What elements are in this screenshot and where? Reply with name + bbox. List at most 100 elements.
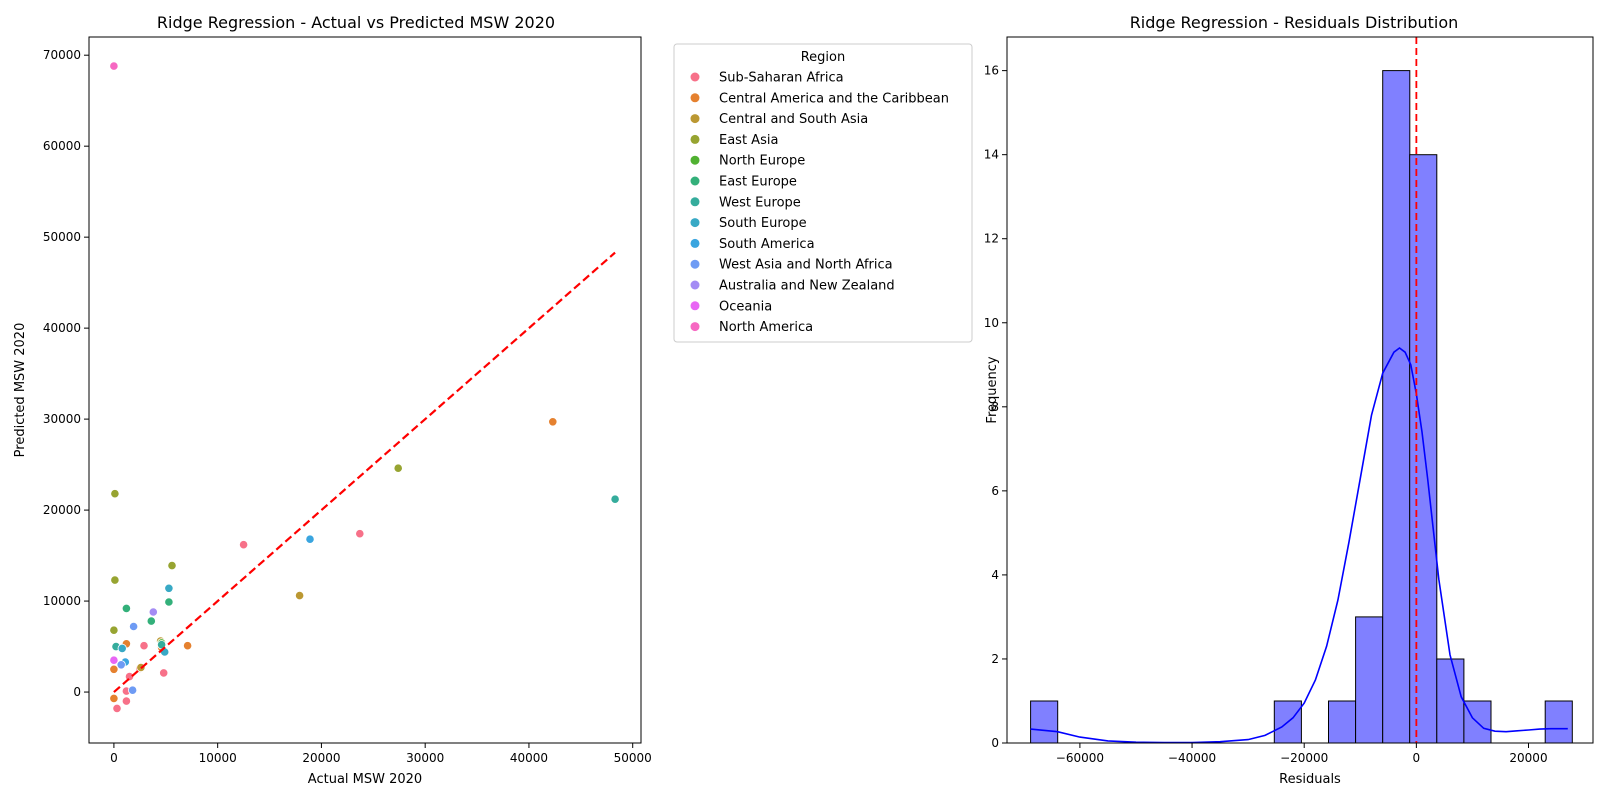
legend-label: South Europe [719, 216, 807, 231]
scatter-y-tick-label: 0 [73, 685, 81, 699]
scatter-x-axis-label: Actual MSW 2020 [308, 772, 422, 787]
scatter-plot-area [109, 61, 620, 714]
histogram-x-ticks: −60000 −40000 −20000 0 20000 [1056, 743, 1548, 765]
legend-item: North America [690, 320, 813, 335]
scatter-point [139, 641, 149, 651]
histogram-bar [1544, 700, 1573, 744]
legend-item: West Asia and North Africa [690, 258, 893, 273]
legend-marker [690, 114, 700, 124]
legend-marker [690, 93, 700, 103]
histogram-y-tick-label: 8 [991, 400, 999, 414]
legend-item: Sub-Saharan Africa [690, 71, 844, 86]
legend-items: Sub-Saharan Africa Central America and th… [690, 71, 949, 335]
legend-marker [690, 301, 700, 311]
legend-label: Central America and the Caribbean [719, 91, 949, 106]
scatter-x-ticks: 0 10000 20000 30000 40000 50000 [110, 743, 652, 765]
scatter-point [110, 489, 120, 499]
histogram-panel: Ridge Regression - Residuals Distributio… [984, 13, 1594, 787]
histogram-y-tick-label: 0 [991, 736, 999, 750]
legend-item: Oceania [690, 299, 772, 314]
scatter-point [129, 621, 139, 632]
scatter-point [112, 703, 122, 714]
scatter-point [121, 603, 132, 614]
legend-marker [690, 72, 700, 82]
histogram-bar [1030, 700, 1059, 744]
legend-frame [673, 43, 973, 343]
legend-item: West Europe [690, 195, 801, 210]
legend-label: Australia and New Zealand [719, 279, 895, 294]
scatter-x-tick-label: 0 [110, 751, 118, 765]
legend-item: Australia and New Zealand [690, 279, 895, 294]
legend-label: West Europe [719, 195, 801, 210]
scatter-y-axis-label: Predicted MSW 2020 [13, 323, 28, 458]
legend-marker [690, 197, 700, 207]
scatter-point [128, 685, 138, 695]
scatter-point [110, 575, 120, 585]
histogram-x-tick-label: 0 [1413, 751, 1421, 765]
legend-item: East Asia [690, 133, 778, 148]
legend-item: Central America and the Caribbean [690, 91, 949, 106]
scatter-reference-line [113, 251, 616, 693]
histogram-y-tick-label: 12 [984, 232, 999, 246]
histogram-axes-frame [1006, 36, 1594, 744]
scatter-y-tick-label: 10000 [43, 594, 81, 608]
scatter-point [109, 664, 119, 674]
histogram-y-axis-label: Frequency [985, 356, 1000, 423]
histogram-title: Ridge Regression - Residuals Distributio… [1130, 13, 1459, 32]
scatter-point [124, 671, 135, 682]
legend-item: North Europe [690, 154, 805, 169]
scatter-x-tick-label: 40000 [510, 751, 548, 765]
legend-marker [690, 280, 700, 290]
histogram-y-tick-label: 14 [984, 148, 999, 162]
histogram-bar [1436, 658, 1465, 744]
scatter-point [355, 529, 365, 539]
scatter-point [183, 641, 193, 651]
legend-label: East Europe [719, 175, 797, 190]
scatter-point [121, 696, 132, 706]
histogram-x-tick-label: −40000 [1168, 751, 1216, 765]
scatter-point [146, 616, 156, 626]
scatter-point [164, 597, 174, 607]
scatter-point [117, 643, 127, 654]
scatter-point [148, 607, 158, 617]
histogram-y-tick-label: 6 [991, 484, 999, 498]
legend-marker [690, 134, 700, 144]
scatter-point [116, 660, 126, 670]
legend-title: Region [801, 50, 846, 65]
legend-item: South America [690, 237, 815, 252]
scatter-y-ticks: 0 10000 20000 30000 40000 50000 60000 70000 [43, 48, 89, 699]
scatter-x-tick-label: 10000 [199, 751, 237, 765]
scatter-x-tick-label: 20000 [302, 751, 340, 765]
legend-label: North Europe [719, 154, 805, 169]
scatter-panel: Ridge Regression - Actual vs Predicted M… [13, 13, 652, 787]
histogram-bar [1355, 616, 1384, 744]
histogram-x-tick-label: −60000 [1056, 751, 1104, 765]
histogram-y-tick-label: 4 [991, 568, 999, 582]
legend-item: South Europe [690, 216, 807, 231]
legend-marker [690, 218, 700, 228]
scatter-point [294, 590, 305, 601]
legend-label: North America [719, 320, 813, 335]
scatter-point [610, 494, 620, 504]
histogram-y-tick-label: 10 [984, 316, 999, 330]
scatter-x-tick-label: 30000 [406, 751, 444, 765]
legend-label: South America [719, 237, 815, 252]
scatter-point [109, 693, 119, 704]
scatter-point [109, 61, 119, 71]
region-legend: Region Sub-Saharan Africa Central America… [673, 43, 973, 343]
scatter-point [393, 463, 403, 473]
legend-label: East Asia [719, 133, 778, 148]
legend-marker [690, 322, 700, 332]
legend-marker [690, 238, 700, 248]
histogram-y-tick-label: 16 [984, 64, 999, 78]
histogram-plot-area [1030, 37, 1573, 744]
legend-marker [690, 176, 700, 186]
scatter-y-tick-label: 20000 [43, 503, 81, 517]
histogram-y-tick-label: 2 [991, 652, 999, 666]
legend-item: East Europe [690, 175, 797, 190]
histogram-bar [1328, 700, 1357, 744]
scatter-point [164, 583, 174, 593]
scatter-point [239, 540, 249, 550]
scatter-point [109, 655, 119, 665]
